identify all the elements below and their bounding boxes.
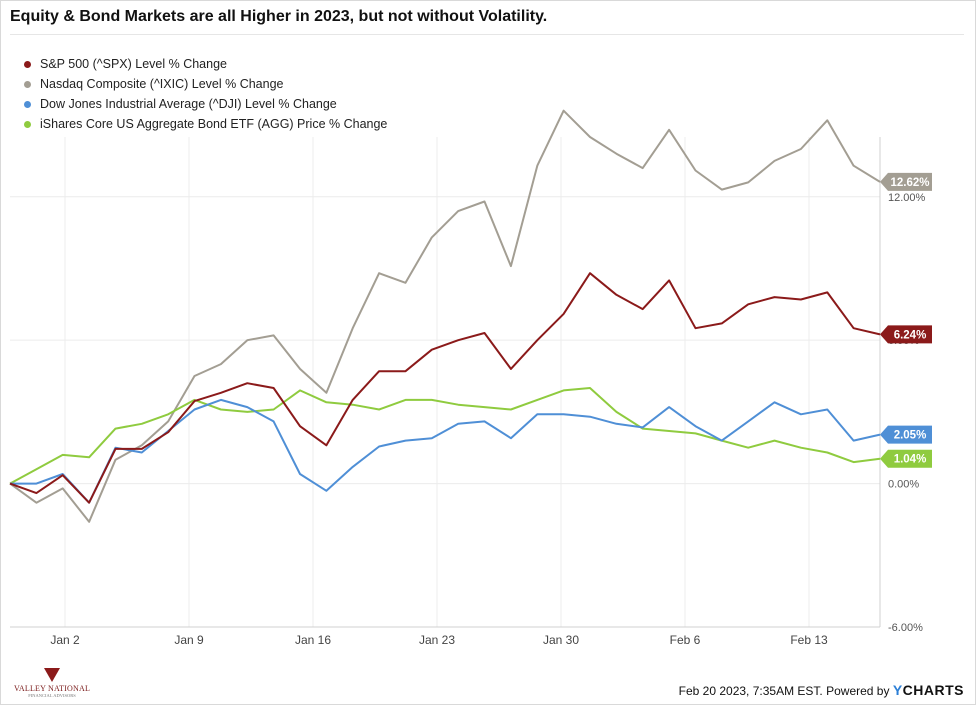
end-label-text-dji: 2.05% bbox=[894, 430, 927, 442]
valley-national-logo: VALLEY NATIONAL FINANCIAL ADVISORS bbox=[12, 668, 92, 698]
series-line-spx bbox=[9, 272, 881, 504]
end-label-text-spx: 6.24% bbox=[894, 329, 927, 341]
end-label-tag-spx bbox=[880, 325, 932, 344]
legend: S&P 500 (^SPX) Level % Change Nasdaq Com… bbox=[24, 54, 387, 134]
ycharts-brand-y: Y bbox=[892, 682, 903, 698]
y-tick-label: -6.00% bbox=[888, 622, 923, 634]
end-label-spx: 6.24% bbox=[880, 325, 932, 344]
end-label-tag-ixic bbox=[880, 172, 932, 191]
legend-marker-dji bbox=[24, 100, 31, 108]
legend-label-ixic: Nasdaq Composite (^IXIC) Level % Change bbox=[40, 77, 284, 91]
end-label-tag-dji bbox=[880, 425, 932, 444]
logo-mark-icon bbox=[44, 668, 60, 682]
x-tick-label: Feb 6 bbox=[670, 633, 701, 647]
series-line-dji bbox=[10, 398, 881, 504]
logo-name: VALLEY NATIONAL bbox=[13, 684, 91, 693]
legend-label-dji: Dow Jones Industrial Average (^DJI) Leve… bbox=[40, 97, 337, 111]
x-tick-label: Jan 16 bbox=[295, 633, 331, 647]
end-label-ixic: 12.62% bbox=[880, 172, 932, 191]
legend-marker-agg bbox=[24, 120, 31, 128]
ycharts-brand-rest: CHARTS bbox=[902, 682, 964, 698]
legend-marker-ixic bbox=[24, 80, 31, 88]
legend-item-ixic[interactable]: Nasdaq Composite (^IXIC) Level % Change bbox=[24, 74, 387, 94]
x-tick-label: Feb 13 bbox=[790, 633, 828, 647]
x-tick-label: Jan 30 bbox=[543, 633, 579, 647]
end-label-text-ixic: 12.62% bbox=[890, 177, 929, 189]
logo-subtitle: FINANCIAL ADVISORS bbox=[28, 693, 76, 698]
chart-title: Equity & Bond Markets are all Higher in … bbox=[10, 8, 548, 25]
x-tick-label: Jan 9 bbox=[174, 633, 204, 647]
end-label-dji: 2.05% bbox=[880, 425, 932, 444]
x-tick-label: Jan 2 bbox=[50, 633, 80, 647]
ycharts-brand[interactable]: YCHARTS bbox=[893, 682, 964, 698]
footer-timestamp: Feb 20 2023, 7:35AM EST. Powered by bbox=[678, 684, 890, 698]
series-line-agg bbox=[9, 387, 881, 485]
legend-label-spx: S&P 500 (^SPX) Level % Change bbox=[40, 57, 227, 71]
legend-item-dji[interactable]: Dow Jones Industrial Average (^DJI) Leve… bbox=[24, 94, 387, 114]
y-tick-label: 12.00% bbox=[888, 192, 926, 204]
title-divider bbox=[10, 34, 964, 35]
legend-item-spx[interactable]: S&P 500 (^SPX) Level % Change bbox=[24, 54, 387, 74]
y-tick-label: 0.00% bbox=[888, 479, 919, 491]
series-line-ixic bbox=[9, 109, 881, 523]
legend-item-agg[interactable]: iShares Core US Aggregate Bond ETF (AGG)… bbox=[24, 114, 387, 134]
footer-credit: Feb 20 2023, 7:35AM EST. Powered by YCHA… bbox=[679, 682, 964, 698]
legend-marker-spx bbox=[24, 60, 31, 68]
end-label-tag-agg bbox=[880, 449, 932, 468]
x-tick-label: Jan 23 bbox=[419, 633, 455, 647]
end-label-agg: 1.04% bbox=[880, 449, 932, 468]
end-label-text-agg: 1.04% bbox=[894, 454, 927, 466]
legend-label-agg: iShares Core US Aggregate Bond ETF (AGG)… bbox=[40, 117, 388, 131]
